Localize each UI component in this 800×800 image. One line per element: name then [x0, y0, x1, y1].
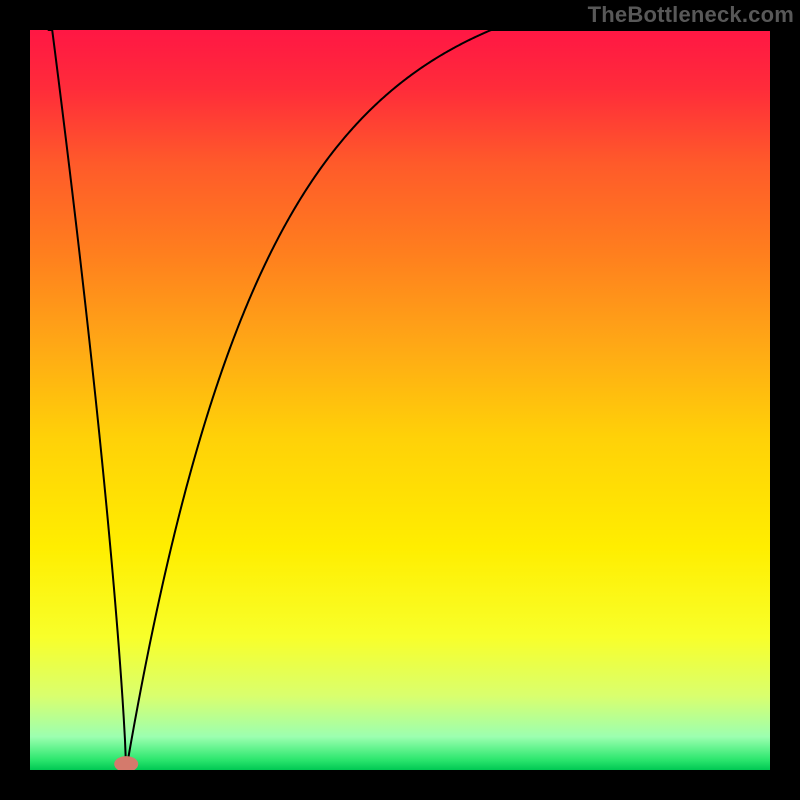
plot-area — [30, 30, 770, 770]
gradient-background — [30, 30, 770, 770]
chart-svg — [30, 30, 770, 770]
chart-frame: TheBottleneck.com — [0, 0, 800, 800]
watermark-text: TheBottleneck.com — [588, 2, 794, 28]
